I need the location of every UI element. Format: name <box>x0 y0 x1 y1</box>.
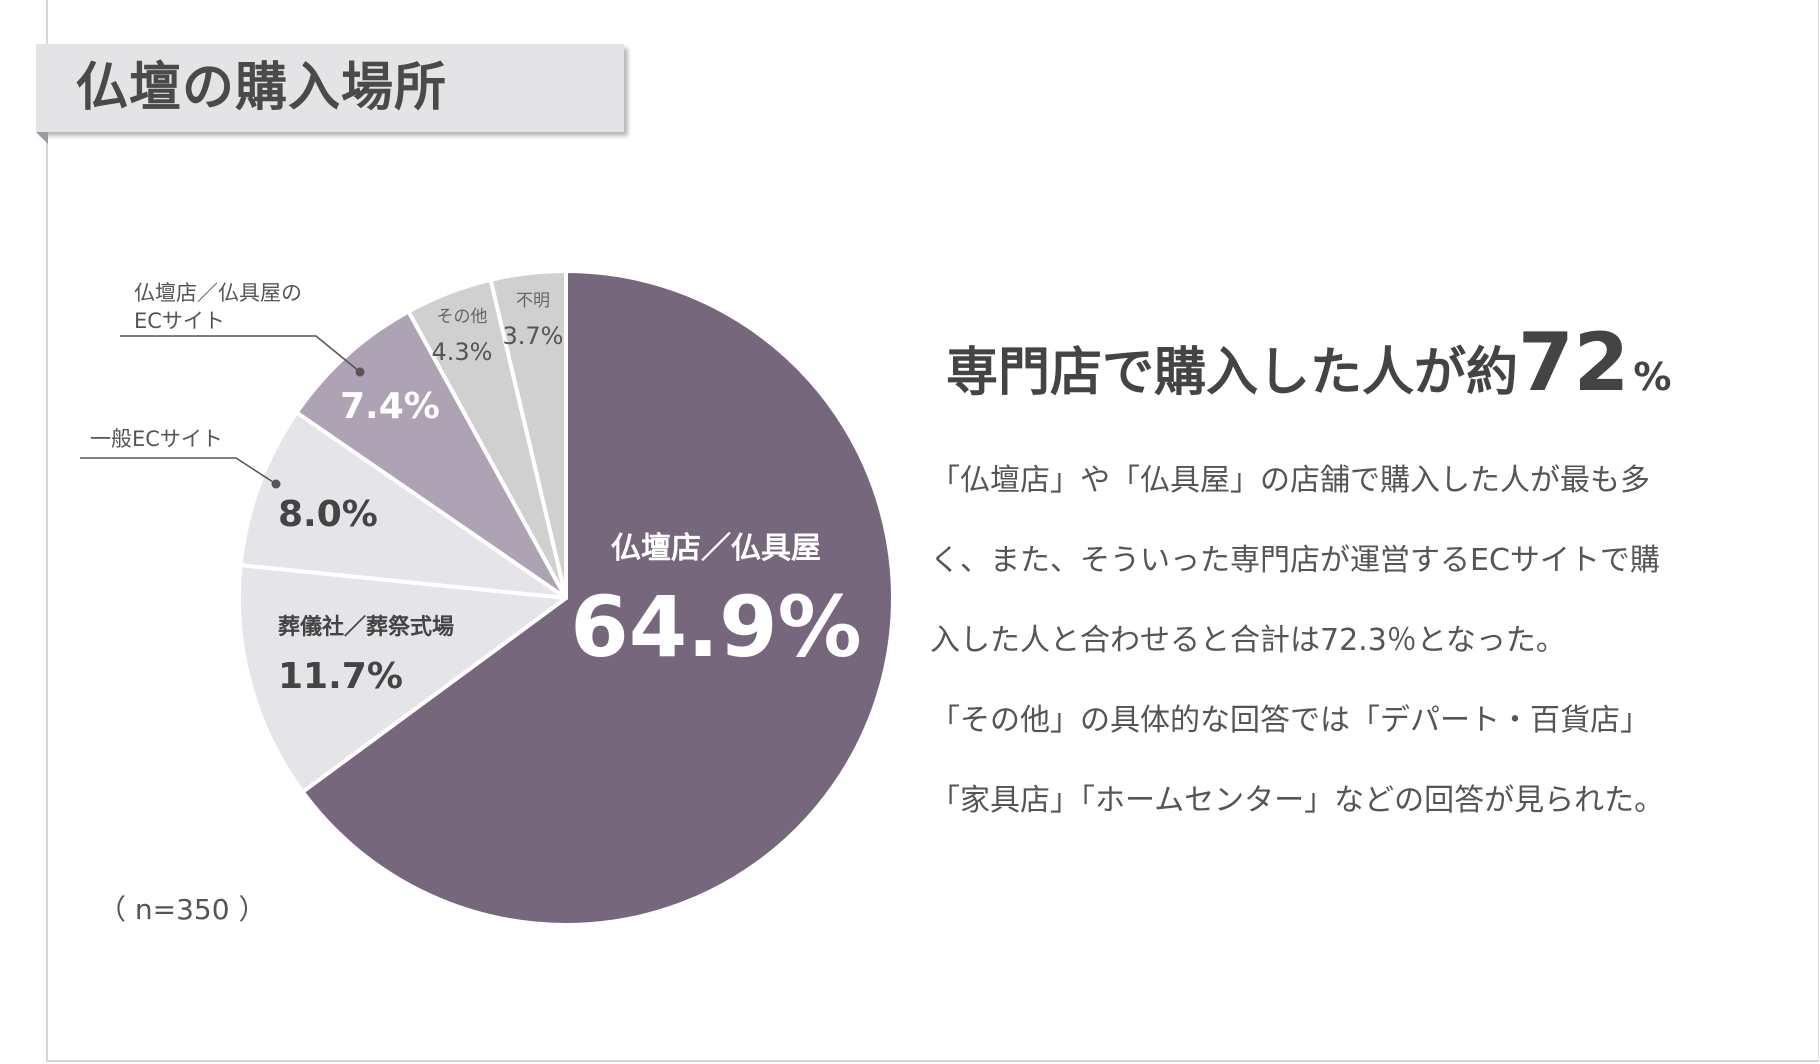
value-label: 4.3% <box>432 338 493 366</box>
pie-slice <box>294 309 568 600</box>
pie-slice <box>488 269 568 600</box>
category-label: 仏壇店／仏具屋の <box>134 281 302 305</box>
value-label: 11.7% <box>278 656 403 697</box>
callout-dot <box>355 367 365 377</box>
description-line: 入した人と合わせると合計は72.3％となった。 <box>930 623 1566 658</box>
page-title: 仏壇の購入場所 <box>76 58 448 118</box>
headline-unit: % <box>1633 355 1672 399</box>
category-label: その他 <box>437 307 488 327</box>
value-label: 8.0% <box>278 494 378 535</box>
title-fold <box>36 132 48 144</box>
pie-slice <box>300 269 895 927</box>
pie-slice <box>237 563 568 794</box>
description: 「仏壇店」や「仏具屋」の店舗で購入した人が最も多 く、また、そういった専門店が運… <box>930 448 1790 848</box>
pie-slice <box>238 410 568 600</box>
description-line: 「その他」の具体的な回答では「デパート・百貨店」 <box>930 703 1650 738</box>
value-label: 64.9% <box>570 578 861 676</box>
value-label: 7.4% <box>340 386 440 427</box>
category-label: 葬儀社／葬祭式場 <box>278 614 454 640</box>
callout-line <box>120 335 361 373</box>
headline-text: 専門店で購入した人が約 <box>946 343 1519 403</box>
category-label: 仏壇店／仏具屋 <box>611 531 821 566</box>
sample-size-note: （ n=350 ） <box>98 893 267 926</box>
headline-number: 72 <box>1518 316 1630 409</box>
headline: 専門店で購入した人が約72% <box>946 318 1671 430</box>
description-line: 「仏壇店」や「仏具屋」の店舗で購入した人が最も多 <box>930 463 1650 498</box>
category-label: 一般ECサイト <box>90 427 223 451</box>
category-label: 不明 <box>516 291 550 311</box>
description-line: く、また、そういった専門店が運営するECサイトで購 <box>930 543 1660 578</box>
callout-line <box>80 457 277 485</box>
description-line: 「家具店」「ホームセンター」などの回答が見られた。 <box>930 783 1665 818</box>
title-band <box>36 44 624 132</box>
value-label: 3.7% <box>503 322 564 350</box>
category-label: ECサイト <box>134 309 225 333</box>
callout-dot <box>271 479 281 489</box>
